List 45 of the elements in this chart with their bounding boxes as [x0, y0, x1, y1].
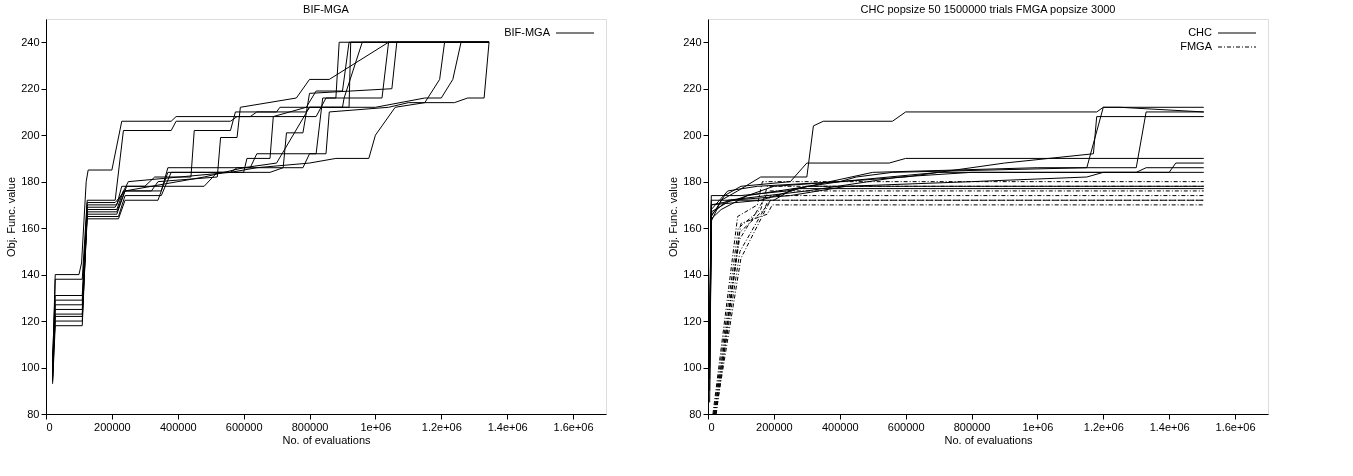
y-tick-label: 220 [21, 82, 40, 95]
y-tick-label: 240 [683, 35, 702, 48]
x-tick-label: 1.4e+06 [1149, 420, 1190, 433]
y-tick-label: 160 [683, 221, 702, 234]
y-tick-label: 120 [21, 314, 40, 327]
x-tick-label: 0 [708, 420, 715, 433]
x-tick-label: 1e+06 [1022, 420, 1054, 433]
legend-label: BIF-MGA [504, 26, 551, 38]
x-tick-label: 0 [46, 420, 53, 433]
y-tick-label: 100 [683, 361, 702, 374]
legend-label: FMGA [1180, 40, 1213, 52]
y-tick-label: 180 [21, 175, 40, 188]
chart-title: BIF-MGA [303, 3, 350, 15]
x-tick-label: 1.6e+06 [553, 420, 594, 433]
y-axis-title: Obj. Func. value [5, 176, 18, 258]
x-tick-label: 800000 [291, 420, 329, 433]
x-axis-title: No. of evaluations [282, 433, 372, 446]
x-tick-label: 1.2e+06 [1083, 420, 1124, 433]
x-tick-label: 600000 [887, 420, 925, 433]
x-tick-label: 800000 [953, 420, 991, 433]
x-tick-label: 400000 [159, 420, 197, 433]
y-tick-label: 140 [21, 268, 40, 281]
x-tick-label: 200000 [756, 420, 793, 433]
chart-title: CHC popsize 50 1500000 trials FMGA popsize 3000 [860, 3, 1116, 15]
x-tick-label: 1.2e+06 [421, 420, 462, 433]
x-tick-label: 400000 [821, 420, 859, 433]
x-tick-label: 1e+06 [360, 420, 392, 433]
y-tick-label: 140 [683, 268, 702, 281]
y-tick-label: 100 [21, 361, 40, 374]
y-tick-label: 80 [27, 407, 40, 420]
y-tick-label: 80 [689, 407, 702, 420]
y-tick-label: 200 [21, 128, 40, 141]
y-tick-label: 200 [683, 128, 702, 141]
x-tick-label: 1.6e+06 [1215, 420, 1256, 433]
x-axis-title: No. of evaluations [944, 433, 1034, 446]
y-tick-label: 180 [683, 175, 702, 188]
y-tick-label: 160 [21, 221, 40, 234]
y-tick-label: 120 [683, 314, 702, 327]
y-tick-label: 220 [683, 82, 702, 95]
y-tick-label: 240 [21, 35, 40, 48]
legend-label: CHC [1188, 26, 1213, 38]
x-tick-label: 1.4e+06 [487, 420, 528, 433]
x-tick-label: 200000 [94, 420, 131, 433]
x-tick-label: 600000 [225, 420, 263, 433]
y-axis-title: Obj. Func. value [667, 176, 680, 258]
